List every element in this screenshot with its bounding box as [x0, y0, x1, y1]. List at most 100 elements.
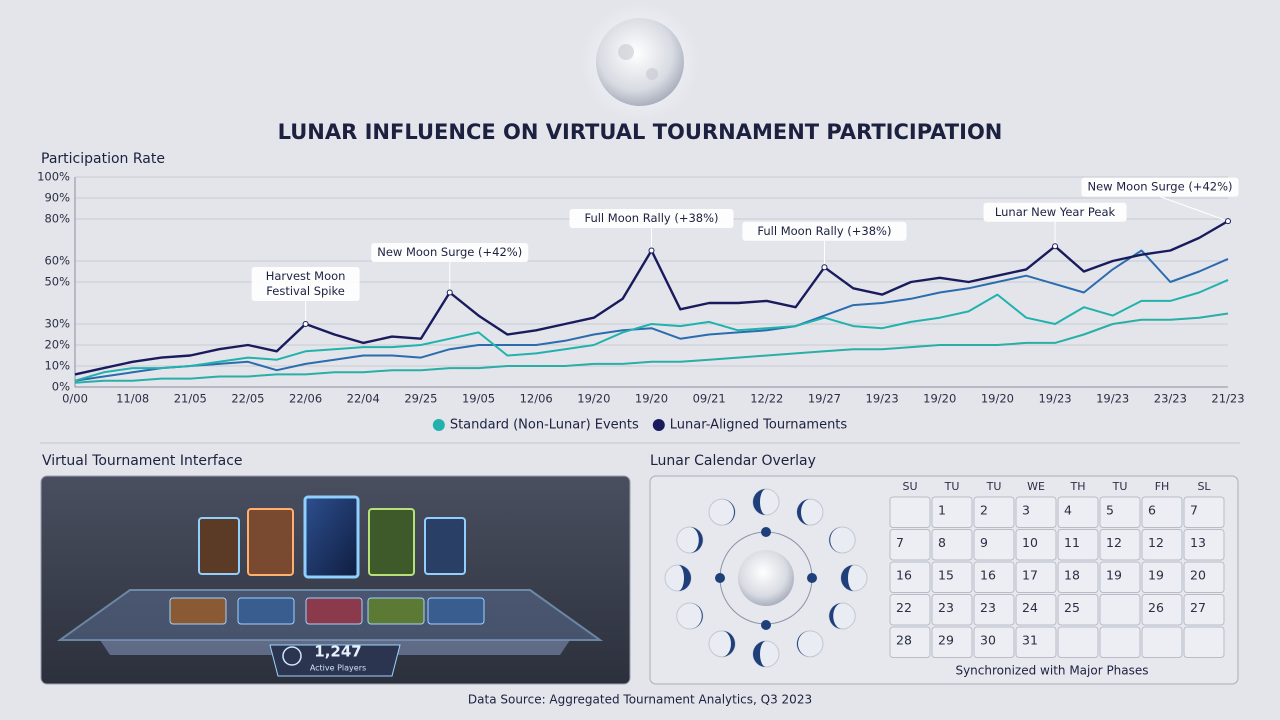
calendar-day: 8: [938, 535, 946, 550]
game-board: 1,247 Active Players: [56, 495, 604, 677]
annotation-text: Festival Spike: [266, 284, 345, 298]
calendar-day: 17: [1022, 568, 1038, 583]
annotation-box: [371, 243, 529, 262]
calendar-day: 22: [896, 600, 912, 615]
phase-dot: [715, 573, 725, 583]
calendar-day: 25: [1064, 600, 1080, 615]
phase-dot: [761, 620, 771, 630]
calendar-day: 20: [1190, 568, 1206, 583]
hand-card: [368, 508, 415, 576]
calendar-cell: [1141, 561, 1183, 593]
calendar-footnote: Synchronized with Major Phases: [955, 664, 1148, 678]
calendar-day: 12: [1106, 535, 1122, 550]
calendar-cell: [1057, 626, 1099, 658]
y-tick-label: 50%: [44, 275, 70, 289]
calendar-cell: [1099, 496, 1141, 528]
annotation-point: [821, 264, 828, 271]
y-tick-label: 0%: [52, 380, 70, 394]
x-tick-label: 22/06: [289, 392, 322, 406]
calendar-cell: [1015, 561, 1057, 593]
calendar-day: 18: [1064, 568, 1080, 583]
y-tick-label: 20%: [44, 338, 70, 352]
x-tick-label: 19/20: [635, 392, 668, 406]
phase-shadow: [689, 527, 703, 553]
calendar-day: 31: [1022, 633, 1038, 648]
calendar-header: FH: [1155, 480, 1170, 493]
calendar-cell: [1141, 496, 1183, 528]
calendar-day: 3: [1022, 503, 1030, 518]
calendar-cell: [1057, 594, 1099, 626]
calendar-cell: [1015, 496, 1057, 528]
annotation-text: Lunar New Year Peak: [995, 205, 1116, 219]
calendar-cell: [1015, 594, 1057, 626]
phase-moon: [738, 550, 794, 606]
calendar-cell: [973, 561, 1015, 593]
calendar-cell: [1183, 626, 1225, 658]
calendar-day: 28: [896, 633, 912, 648]
annotation-point: [302, 321, 309, 327]
annotation-point: [1052, 243, 1059, 250]
calendar-day: 15: [938, 568, 954, 583]
calendar-day: 27: [1190, 600, 1206, 615]
hand-card: [198, 517, 240, 575]
calendar-day: 10: [1022, 535, 1038, 550]
y-tick-label: 90%: [44, 191, 70, 205]
x-tick-label: 21/05: [174, 392, 207, 406]
calendar-day: 4: [1064, 503, 1072, 518]
calendar-cell: [931, 594, 973, 626]
calendar-day: 19: [1106, 568, 1122, 583]
calendar-header: SL: [1197, 480, 1211, 493]
calendar-day: 13: [1190, 535, 1206, 550]
calendar-day: 16: [896, 568, 912, 583]
calendar-cell: [931, 626, 973, 658]
x-tick-label: 29/25: [404, 392, 437, 406]
phase-shadow: [678, 565, 691, 591]
x-tick-label: 22/04: [347, 392, 380, 406]
y-tick-label: 100%: [37, 170, 70, 184]
x-tick-label: 0/00: [62, 392, 88, 406]
source: Data Source: Aggregated Tournament Analy…: [468, 693, 812, 707]
player-icon: [282, 646, 302, 666]
calendar-header: SU: [902, 480, 917, 493]
phase-dot: [807, 573, 817, 583]
hand-card[interactable]: [303, 495, 360, 579]
calendar-header: TH: [1070, 480, 1086, 493]
x-tick-label: 19/05: [462, 392, 495, 406]
x-tick-label: 19/20: [577, 392, 610, 406]
board-card: [367, 597, 425, 625]
annotation-point: [1225, 218, 1231, 225]
calendar-cell: [1057, 529, 1099, 561]
calendar-day: 9: [980, 535, 988, 550]
calendar-header: WE: [1027, 480, 1045, 493]
calendar-day: 23: [980, 600, 996, 615]
moon-crater: [618, 44, 634, 60]
board-card: [427, 597, 485, 625]
calendar-cell: [1141, 626, 1183, 658]
legend-label: Standard (Non-Lunar) Events: [450, 418, 639, 433]
moon: [596, 18, 684, 106]
annotation-box: [251, 267, 360, 301]
legend-swatch: [432, 419, 445, 431]
board-card: [305, 597, 363, 625]
annotation-text: Harvest Moon: [266, 269, 346, 283]
calendar-cell: [1183, 529, 1225, 561]
x-tick-label: 19/23: [866, 392, 899, 406]
calendar-cell: [973, 594, 1015, 626]
calendar-header: TU: [986, 480, 1002, 493]
moon-crater: [646, 68, 658, 80]
calendar-cell: [1057, 561, 1099, 593]
x-tick-label: 19/27: [808, 392, 841, 406]
annotation-box: [1081, 177, 1239, 197]
players-label: Active Players: [310, 664, 366, 673]
calendar-day: 29: [938, 633, 954, 648]
phase-shadow: [797, 499, 810, 526]
x-tick-label: 23/23: [1154, 392, 1187, 406]
calendar-day: 2: [980, 503, 988, 518]
x-tick-label: 09/21: [693, 392, 726, 406]
y-axis-label: Participation Rate: [41, 151, 165, 167]
x-tick-label: 19/20: [981, 392, 1014, 406]
phase-shadow: [753, 641, 766, 667]
calendar-cell: [889, 594, 931, 626]
calendar-header: TU: [1112, 480, 1128, 493]
phase-dot: [761, 527, 771, 537]
